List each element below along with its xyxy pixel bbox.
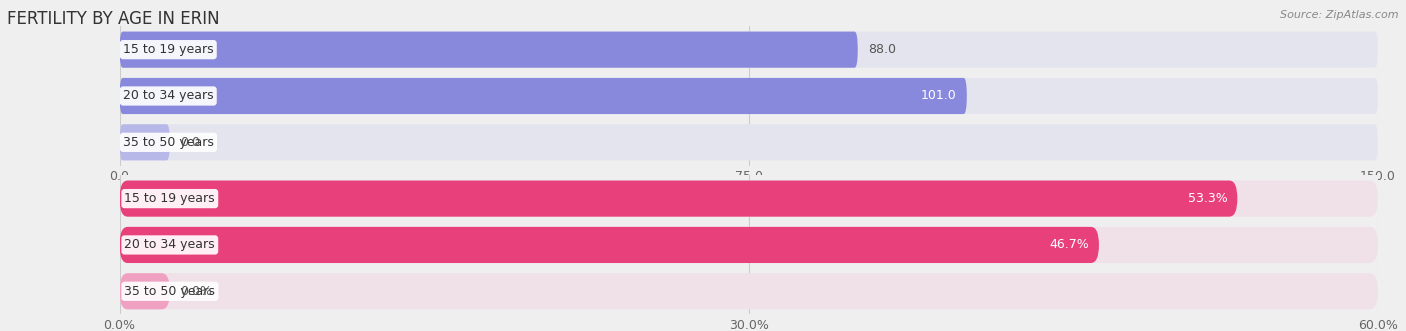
Text: 0.0%: 0.0% [180, 285, 212, 298]
Text: 35 to 50 years: 35 to 50 years [125, 285, 215, 298]
FancyBboxPatch shape [120, 273, 1378, 309]
Text: Source: ZipAtlas.com: Source: ZipAtlas.com [1281, 10, 1399, 20]
Text: 20 to 34 years: 20 to 34 years [125, 238, 215, 252]
FancyBboxPatch shape [120, 124, 170, 161]
Text: 15 to 19 years: 15 to 19 years [122, 43, 214, 56]
Text: 15 to 19 years: 15 to 19 years [125, 192, 215, 205]
Text: 46.7%: 46.7% [1049, 238, 1088, 252]
FancyBboxPatch shape [120, 180, 1378, 217]
Text: 35 to 50 years: 35 to 50 years [122, 136, 214, 149]
Text: FERTILITY BY AGE IN ERIN: FERTILITY BY AGE IN ERIN [7, 10, 219, 28]
FancyBboxPatch shape [120, 273, 170, 309]
Text: 20 to 34 years: 20 to 34 years [122, 89, 214, 103]
FancyBboxPatch shape [120, 180, 1237, 217]
FancyBboxPatch shape [120, 78, 1378, 114]
FancyBboxPatch shape [120, 31, 858, 68]
FancyBboxPatch shape [120, 227, 1099, 263]
FancyBboxPatch shape [120, 31, 1378, 68]
FancyBboxPatch shape [120, 227, 1378, 263]
Text: 88.0: 88.0 [868, 43, 896, 56]
FancyBboxPatch shape [120, 78, 967, 114]
Text: 0.0: 0.0 [180, 136, 200, 149]
Text: 53.3%: 53.3% [1188, 192, 1227, 205]
FancyBboxPatch shape [120, 124, 1378, 161]
Text: 101.0: 101.0 [921, 89, 956, 103]
